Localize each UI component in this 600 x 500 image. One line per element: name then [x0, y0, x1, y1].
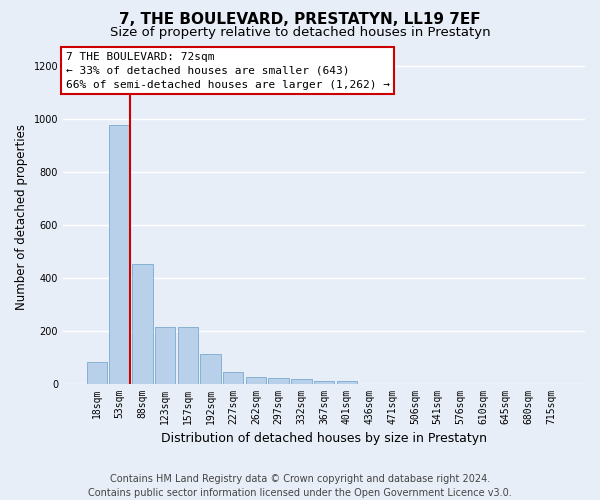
Text: 7, THE BOULEVARD, PRESTATYN, LL19 7EF: 7, THE BOULEVARD, PRESTATYN, LL19 7EF	[119, 12, 481, 28]
Bar	[155, 326, 175, 384]
Bar	[314, 381, 334, 384]
Bar	[223, 372, 244, 384]
Bar	[178, 326, 198, 384]
Bar	[291, 379, 311, 384]
Bar	[132, 264, 152, 384]
Bar	[337, 382, 357, 384]
Text: Size of property relative to detached houses in Prestatyn: Size of property relative to detached ho…	[110, 26, 490, 39]
Text: Contains HM Land Registry data © Crown copyright and database right 2024.
Contai: Contains HM Land Registry data © Crown c…	[88, 474, 512, 498]
Bar	[245, 377, 266, 384]
Y-axis label: Number of detached properties: Number of detached properties	[15, 124, 28, 310]
Text: 7 THE BOULEVARD: 72sqm
← 33% of detached houses are smaller (643)
66% of semi-de: 7 THE BOULEVARD: 72sqm ← 33% of detached…	[65, 52, 389, 90]
X-axis label: Distribution of detached houses by size in Prestatyn: Distribution of detached houses by size …	[161, 432, 487, 445]
Bar	[268, 378, 289, 384]
Bar	[87, 362, 107, 384]
Bar	[109, 126, 130, 384]
Bar	[200, 354, 221, 384]
